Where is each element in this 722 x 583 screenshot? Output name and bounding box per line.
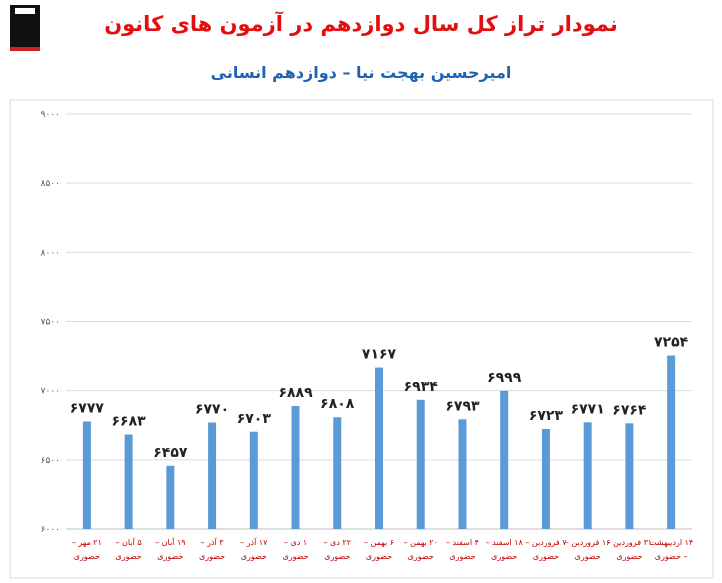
data-label: ۶۶۸۳ xyxy=(112,414,147,430)
bar xyxy=(124,434,133,529)
data-label: ۶۴۵۷ xyxy=(153,445,188,461)
bar xyxy=(416,399,425,529)
data-label: ۶۹۹۹ xyxy=(487,370,522,386)
data-label: ۷۲۵۴ xyxy=(654,335,689,351)
bar xyxy=(82,421,91,529)
bar xyxy=(208,422,217,529)
x-tick-label: حضوری xyxy=(241,552,267,561)
x-tick-label: ۳ آذر – xyxy=(201,537,225,547)
x-tick-label: حضوری xyxy=(157,552,183,561)
data-label: ۶۸۸۹ xyxy=(278,385,313,401)
bar xyxy=(458,419,467,529)
y-tick-label: ۷۰۰۰ xyxy=(41,387,60,397)
y-tick-label: ۹۰۰۰ xyxy=(41,110,60,120)
x-tick-label: ۲۰ بهمن – xyxy=(404,538,438,547)
data-label: ۶۹۳۴ xyxy=(404,379,439,395)
bar xyxy=(166,465,175,529)
y-tick-label: ۶۵۰۰ xyxy=(41,456,60,466)
data-label: ۷۱۶۷ xyxy=(362,347,397,363)
x-tick-label: ۱۹ آبان – xyxy=(155,537,185,547)
x-tick-label: ۶ بهمن – xyxy=(364,538,394,547)
x-tick-label: ۵ آبان – xyxy=(116,537,142,547)
bar xyxy=(667,355,676,529)
x-tick-label: ۱۶ فروردین – xyxy=(565,538,611,547)
y-tick-label: ۸۵۰۰ xyxy=(41,179,60,189)
x-tick-label: ۱۴ اردیبهشت xyxy=(649,538,693,547)
x-tick-label: ۷ فروردین – xyxy=(525,538,567,547)
bar xyxy=(249,431,258,529)
plot-frame xyxy=(9,99,714,579)
x-tick-label: حضوری xyxy=(74,552,100,561)
x-tick-label: حضوری xyxy=(616,552,642,561)
x-tick-label: ۲۱ مهر – xyxy=(72,538,102,547)
x-tick-label: حضوری xyxy=(116,552,142,561)
data-label: ۶۸۰۸ xyxy=(320,396,355,412)
bar xyxy=(375,367,383,529)
data-label: ۶۷۷۰ xyxy=(195,401,229,417)
x-tick-label: حضوری xyxy=(324,552,350,561)
x-tick-label: حضوری xyxy=(449,552,475,561)
bar xyxy=(625,423,634,529)
logo xyxy=(10,5,40,51)
bar xyxy=(583,422,592,529)
y-tick-label: ۷۵۰۰ xyxy=(41,318,60,328)
bar xyxy=(291,406,300,529)
x-tick-label: ۳۱ فروردین – xyxy=(607,538,653,547)
bar xyxy=(333,417,342,529)
x-tick-label: ۲۲ دی – xyxy=(324,538,352,547)
graduation-cap-icon xyxy=(15,8,35,14)
x-tick-label: حضوری xyxy=(282,552,308,561)
x-tick-label: ۱۸ اسفند – xyxy=(486,538,524,547)
bar xyxy=(541,428,550,529)
y-tick-label: ۸۰۰۰ xyxy=(41,248,60,258)
x-tick-label: حضوری xyxy=(408,552,434,561)
x-tick-label: – حضوری xyxy=(655,552,688,561)
x-tick-label: حضوری xyxy=(366,552,392,561)
x-tick-label: حضوری xyxy=(533,552,559,561)
x-tick-label: ۴ اسفند – xyxy=(446,538,479,547)
data-label: ۶۷۷۷ xyxy=(70,401,105,417)
data-label: ۶۷۷۱ xyxy=(571,401,605,417)
x-tick-label: حضوری xyxy=(575,552,601,561)
data-label: ۶۷۹۳ xyxy=(445,398,480,414)
data-label: ۶۷۶۴ xyxy=(612,402,647,418)
data-label: ۶۷۰۳ xyxy=(237,411,272,427)
x-tick-label: حضوری xyxy=(199,552,225,561)
chart-subtitle: امیرحسین بهجت نیا – دوازدهم انسانی xyxy=(210,63,512,82)
bar xyxy=(500,390,509,529)
chart-title: نمودار تراز کل سال دوازدهم در آزمون های … xyxy=(104,12,618,36)
y-tick-label: ۶۰۰۰ xyxy=(41,525,60,535)
x-tick-label: ۱۷ آذر – xyxy=(240,537,268,547)
x-tick-label: حضوری xyxy=(491,552,517,561)
x-tick-label: ۱ دی – xyxy=(284,538,307,547)
logo-stripe xyxy=(10,47,40,51)
data-label: ۶۷۲۳ xyxy=(529,408,564,424)
